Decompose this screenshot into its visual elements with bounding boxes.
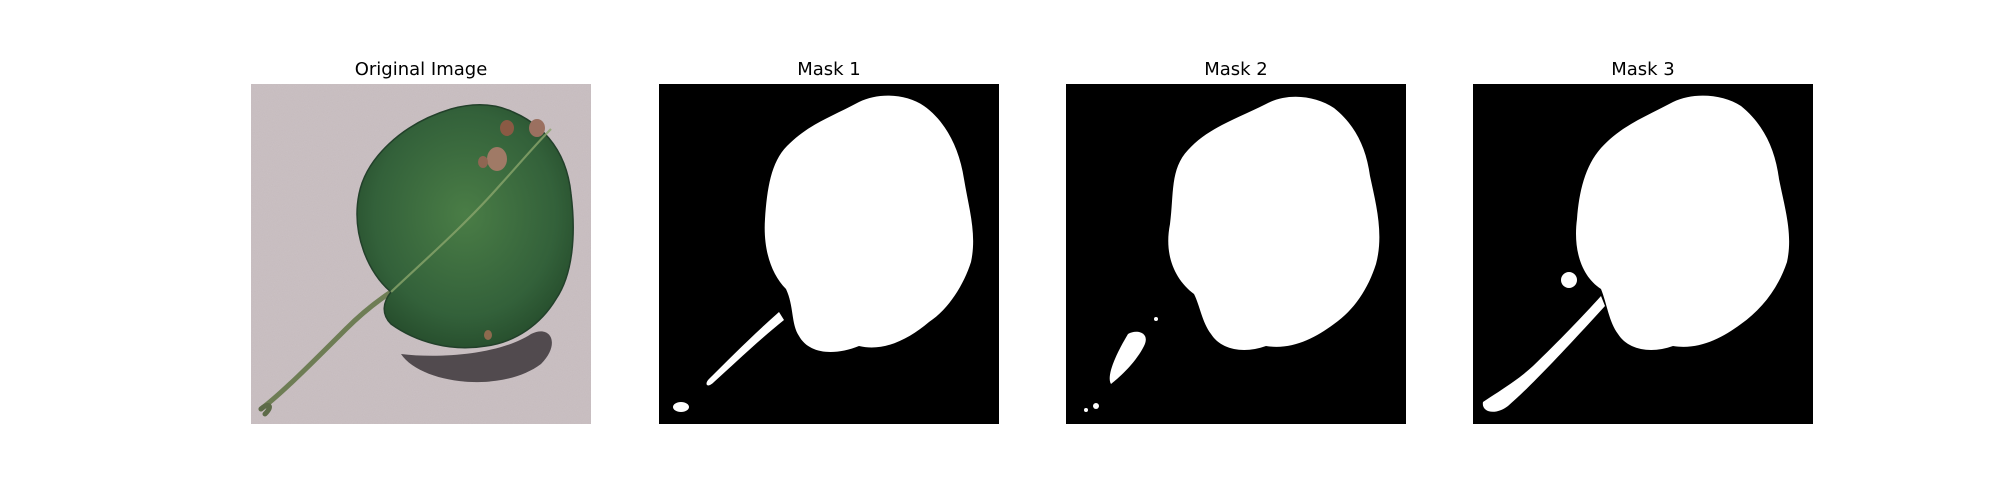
panel-title: Mask 2 bbox=[1204, 59, 1268, 80]
panel-original-image: Original Image bbox=[251, 56, 591, 424]
original-leaf-photo bbox=[251, 84, 591, 424]
leaf-shadow bbox=[401, 331, 552, 383]
mask-fragment bbox=[1084, 408, 1088, 412]
mask-3-image bbox=[1473, 84, 1813, 424]
mask-leaf-region bbox=[1576, 95, 1790, 350]
mask-2-image bbox=[1066, 84, 1406, 424]
leaf-blade bbox=[356, 103, 574, 349]
panel-mask-3: Mask 3 bbox=[1473, 56, 1813, 424]
panel-title: Mask 1 bbox=[797, 59, 861, 80]
mask-fragment bbox=[673, 402, 689, 412]
lesion-spot bbox=[484, 330, 492, 340]
mask-1-image bbox=[659, 84, 999, 424]
panel-mask-1: Mask 1 bbox=[659, 56, 999, 424]
mask-stem-region bbox=[1109, 331, 1146, 384]
mask-fragment bbox=[1561, 272, 1577, 288]
panel-title: Mask 3 bbox=[1611, 59, 1675, 80]
mask-fragment bbox=[1093, 403, 1099, 409]
panel-title: Original Image bbox=[354, 59, 488, 80]
mask-fragment bbox=[1154, 317, 1158, 321]
leaf-midrib bbox=[390, 128, 552, 293]
lesion-spot bbox=[500, 120, 514, 136]
mask-stem-region bbox=[1482, 296, 1605, 412]
mask-stem-region bbox=[706, 312, 784, 386]
mask-leaf-region bbox=[1168, 96, 1380, 350]
leaf-stem bbox=[258, 289, 394, 412]
panel-mask-2: Mask 2 bbox=[1066, 56, 1406, 424]
lesion-spot bbox=[478, 156, 488, 168]
lesion-spot bbox=[487, 147, 507, 171]
mask-leaf-region bbox=[764, 95, 974, 352]
lesion-spot bbox=[529, 119, 545, 137]
